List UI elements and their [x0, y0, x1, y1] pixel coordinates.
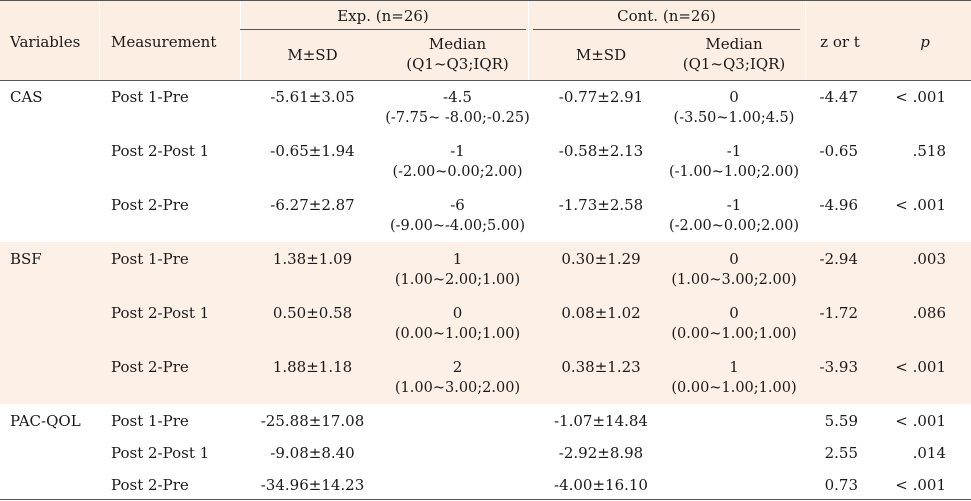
- cell-exp-msd: 1.88±1.18: [272, 358, 353, 376]
- cell-z: -4.96: [819, 196, 858, 214]
- cell-measurement: Post 2-Post 1: [111, 444, 210, 462]
- cell-cont-msd: -1.07±14.84: [554, 412, 648, 430]
- cell-measurement: Post 1-Pre: [111, 250, 189, 268]
- cell-cont-iqr: (0.00~1.00;1.00): [671, 380, 797, 396]
- cell-cont-iqr: (-2.00~0.00;2.00): [668, 218, 800, 234]
- cell-cont-msd: -4.00±16.10: [554, 476, 648, 494]
- cell-cont-msd: 0.30±1.29: [561, 250, 641, 268]
- cell-p: < .001: [895, 476, 946, 494]
- cell-cont-msd: 0.08±1.02: [561, 304, 641, 322]
- cell-z: -2.94: [819, 250, 858, 268]
- cell-exp-msd: -25.88±17.08: [260, 412, 365, 430]
- cell-cont-median: 0: [729, 250, 739, 268]
- header-exp-iqr: (Q1~Q3;IQR): [406, 55, 509, 73]
- cell-cont-median: -1: [726, 196, 742, 214]
- cell-measurement: Post 1-Pre: [111, 412, 189, 430]
- cell-cont-iqr: (-3.50~1.00;4.5): [673, 110, 795, 126]
- header-bottom-rule: [0, 80, 971, 81]
- cell-p: .003: [912, 250, 946, 268]
- cell-p: < .001: [895, 88, 946, 106]
- header-cont-group: Cont. (n=26): [617, 7, 716, 25]
- table-header-background: [0, 0, 971, 80]
- column-divider: [99, 0, 100, 80]
- cell-cont-iqr: (0.00~1.00;1.00): [671, 326, 797, 342]
- cell-cont-msd: -1.73±2.58: [558, 196, 644, 214]
- cell-measurement: Post 2-Post 1: [111, 142, 210, 160]
- cell-exp-median: 2: [452, 358, 463, 376]
- cell-measurement: Post 2-Pre: [111, 358, 189, 376]
- cell-z: 5.59: [824, 412, 858, 430]
- cell-z: -1.72: [819, 304, 858, 322]
- cell-z: -4.47: [819, 88, 858, 106]
- cell-cont-median: 0: [729, 88, 739, 106]
- header-exp-msd: M±SD: [287, 46, 338, 64]
- cell-p: .086: [912, 304, 946, 322]
- cell-exp-msd: -0.65±1.94: [270, 142, 355, 160]
- cell-exp-msd: 1.38±1.09: [272, 250, 353, 268]
- cell-exp-msd: 0.50±0.58: [272, 304, 353, 322]
- cell-exp-median: -6: [450, 196, 465, 214]
- cell-measurement: Post 2-Post 1: [111, 304, 210, 322]
- cell-cont-iqr: (-1.00~1.00;2.00): [668, 164, 800, 180]
- cell-exp-median: 1: [452, 250, 463, 268]
- bottom-rule: [0, 499, 971, 500]
- header-measurement: Measurement: [111, 33, 217, 51]
- cell-z: 2.55: [824, 444, 858, 462]
- header-p: p: [920, 33, 930, 51]
- exp-group-rule: [240, 29, 526, 30]
- cell-cont-msd: -2.92±8.98: [558, 444, 644, 462]
- cell-exp-iqr: (-2.00~0.00;2.00): [392, 164, 523, 180]
- cell-z: -0.65: [819, 142, 858, 160]
- cell-cont-median: 1: [729, 358, 739, 376]
- cell-p: < .001: [895, 196, 946, 214]
- header-z-or-t: z or t: [820, 33, 860, 51]
- cell-variable: CAS: [10, 88, 43, 106]
- header-exp-group: Exp. (n=26): [337, 7, 429, 25]
- cell-cont-iqr: (1.00~3.00;2.00): [671, 272, 797, 288]
- cell-p: < .001: [895, 358, 946, 376]
- cell-measurement: Post 2-Pre: [111, 476, 189, 494]
- column-divider: [240, 0, 241, 80]
- cell-exp-median: -4.5: [443, 88, 472, 106]
- cell-exp-median: 0: [452, 304, 463, 322]
- cell-cont-msd: -0.58±2.13: [558, 142, 644, 160]
- cell-exp-iqr: (-7.75~ -8.00;-0.25): [385, 110, 530, 126]
- cell-p: .014: [912, 444, 946, 462]
- header-cont-median: Median: [705, 35, 763, 53]
- cell-cont-median: 0: [729, 304, 739, 322]
- header-cont-iqr: (Q1~Q3;IQR): [682, 55, 786, 73]
- header-exp-median: Median: [428, 35, 487, 53]
- cell-exp-iqr: (1.00~2.00;1.00): [394, 272, 521, 288]
- bsf-row-band: [0, 242, 971, 404]
- cell-p: < .001: [895, 412, 946, 430]
- cell-exp-median: -1: [450, 142, 465, 160]
- column-divider: [528, 0, 529, 80]
- header-variables: Variables: [10, 33, 81, 51]
- cell-p: .518: [912, 142, 946, 160]
- cell-variable: BSF: [10, 250, 42, 268]
- cont-group-rule: [533, 29, 800, 30]
- cell-exp-iqr: (-9.00~-4.00;5.00): [389, 218, 525, 234]
- cell-measurement: Post 1-Pre: [111, 88, 189, 106]
- top-rule: [0, 0, 971, 1]
- cell-measurement: Post 2-Pre: [111, 196, 189, 214]
- cell-z: 0.73: [824, 476, 858, 494]
- cell-exp-msd: -5.61±3.05: [270, 88, 355, 106]
- header-cont-msd: M±SD: [575, 46, 627, 64]
- cell-cont-msd: -0.77±2.91: [558, 88, 644, 106]
- column-divider: [805, 0, 806, 80]
- cell-exp-msd: -9.08±8.40: [270, 444, 355, 462]
- cell-exp-iqr: (0.00~1.00;1.00): [394, 326, 521, 342]
- cell-z: -3.93: [819, 358, 858, 376]
- cell-exp-msd: -6.27±2.87: [270, 196, 355, 214]
- cell-variable: PAC-QOL: [10, 412, 81, 430]
- cell-exp-iqr: (1.00~3.00;2.00): [394, 380, 521, 396]
- cell-exp-msd: -34.96±14.23: [260, 476, 365, 494]
- cell-cont-msd: 0.38±1.23: [561, 358, 641, 376]
- cell-cont-median: -1: [726, 142, 742, 160]
